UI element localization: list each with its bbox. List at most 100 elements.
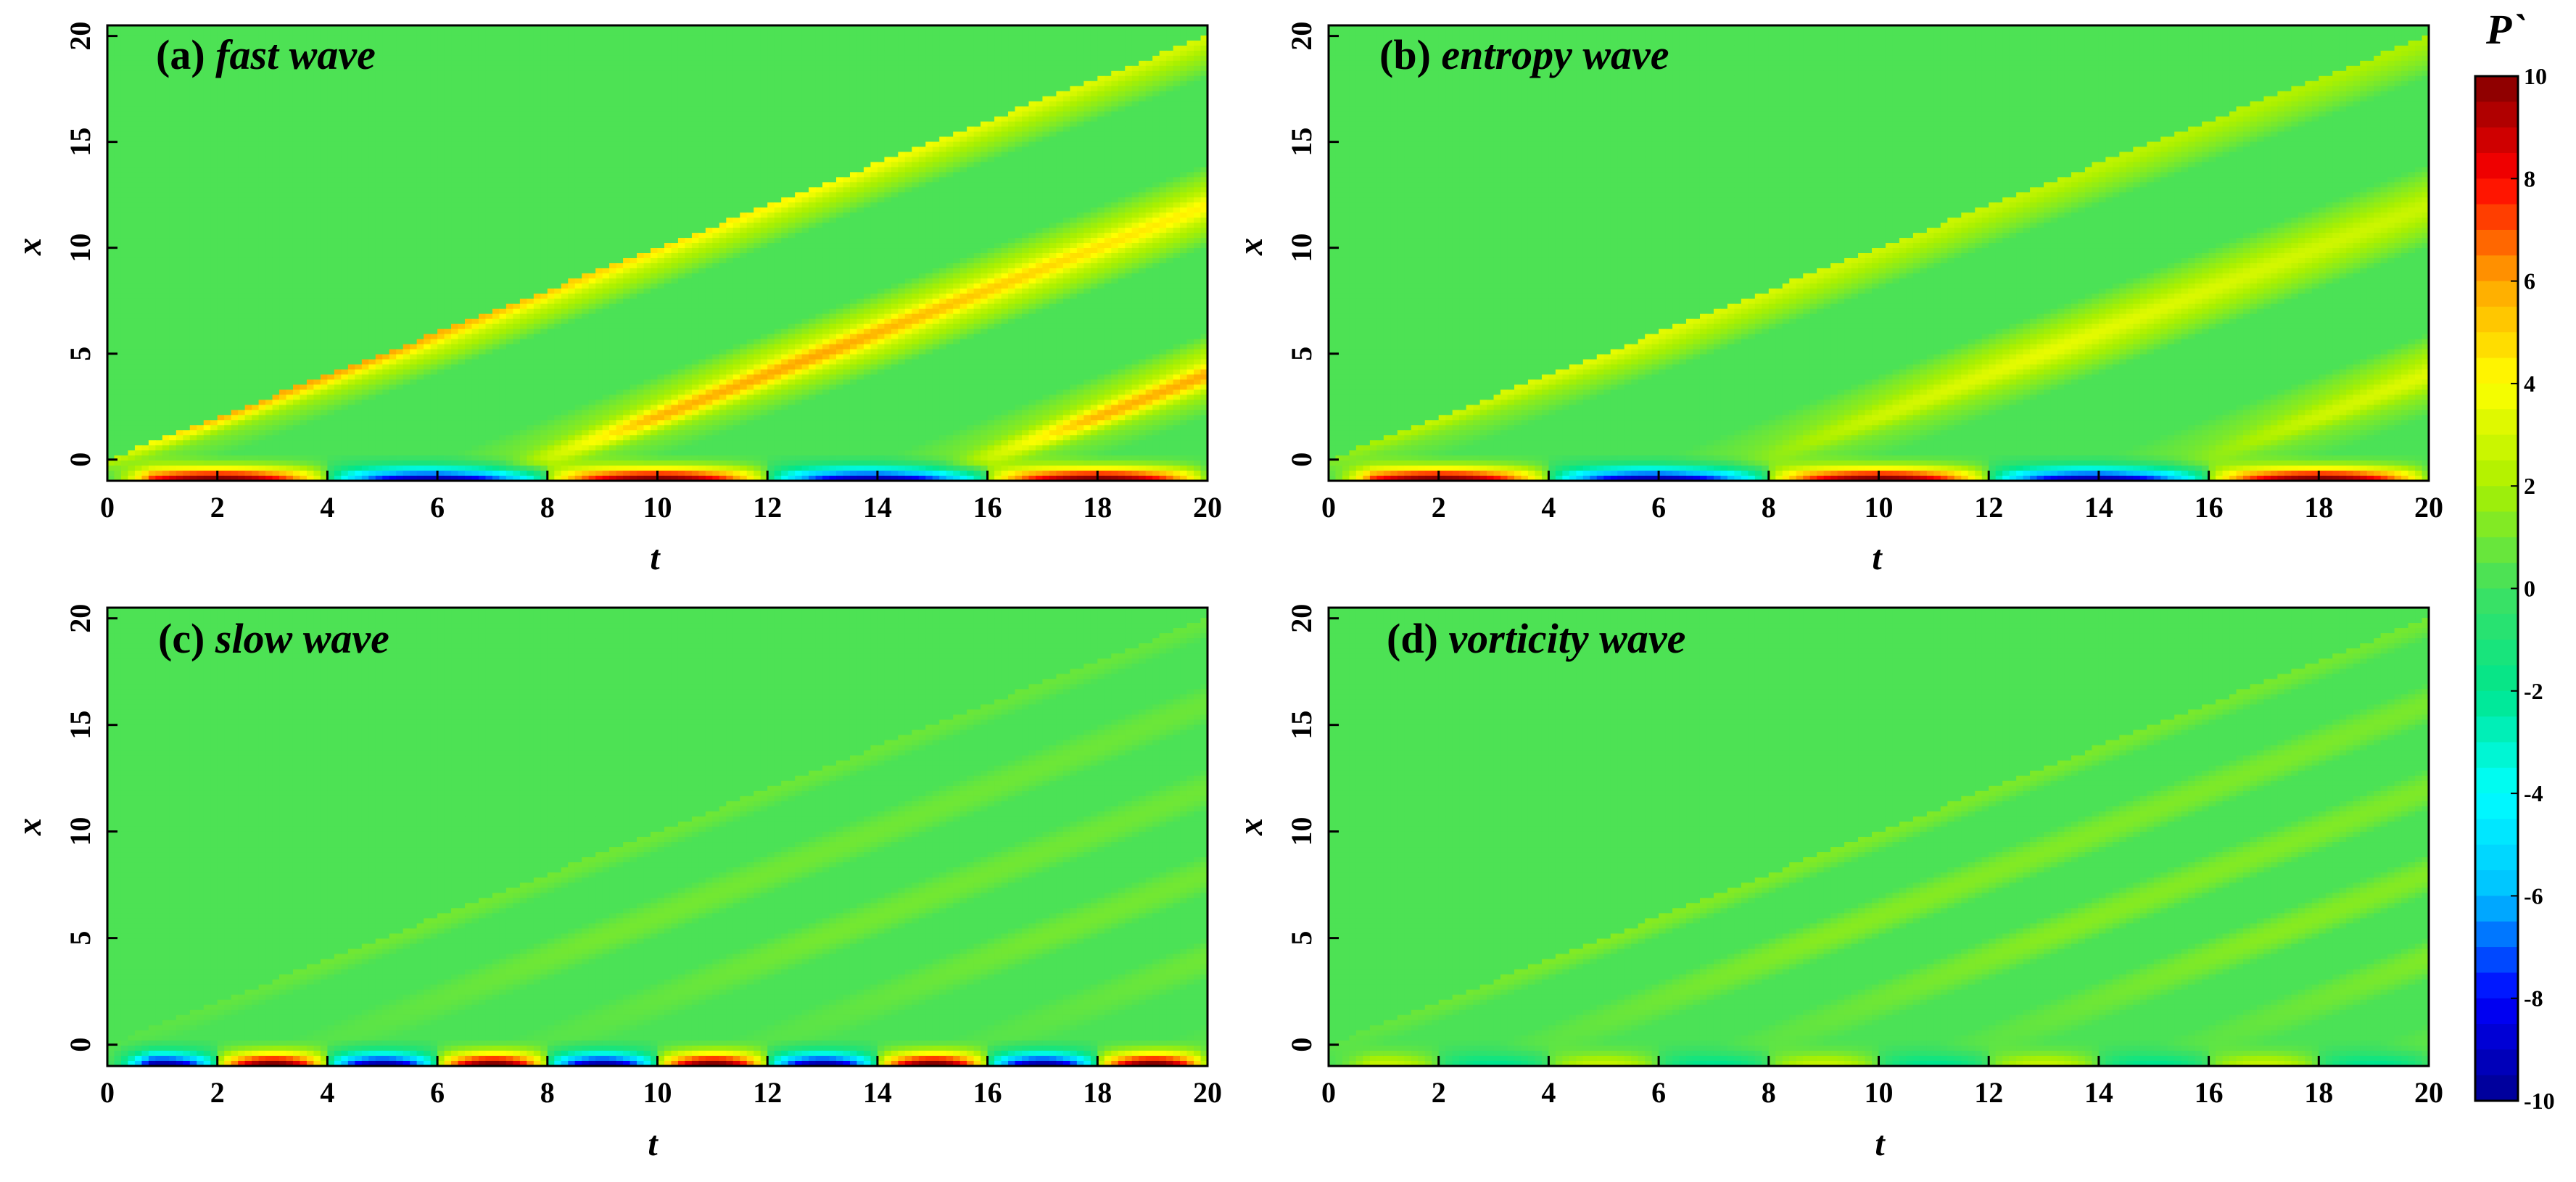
- heatmap-cell: [630, 30, 637, 36]
- heatmap-cell: [795, 36, 802, 41]
- heatmap-cell: [485, 36, 492, 41]
- heatmap-cell: [864, 30, 871, 36]
- heatmap-cell: [967, 36, 974, 41]
- heatmap-cell: [692, 30, 699, 36]
- heatmap-cell: [870, 41, 878, 46]
- heatmap-cell: [747, 41, 754, 46]
- heatmap-cell: [912, 41, 919, 46]
- heatmap-cell: [1056, 36, 1063, 41]
- heatmap-cell: [1008, 36, 1015, 41]
- heatmap-cell: [1091, 30, 1098, 36]
- heatmap-cell: [884, 30, 891, 36]
- heatmap-cell: [389, 36, 397, 41]
- heatmap-cell: [919, 36, 926, 41]
- heatmap-cell: [1036, 30, 1043, 36]
- heatmap-cell: [706, 30, 713, 36]
- heatmap-cell: [561, 30, 569, 36]
- heatmap-cell: [431, 30, 438, 36]
- heatmap-cell: [747, 36, 754, 41]
- heatmap-cell: [128, 46, 135, 51]
- heatmap-cell: [775, 36, 782, 41]
- heatmap-cell: [912, 36, 919, 41]
- heatmap-cell: [850, 41, 857, 46]
- heatmap-cell: [1194, 36, 1201, 41]
- heatmap-cell: [1180, 36, 1187, 41]
- heatmap-cell: [603, 41, 610, 46]
- heatmap-cell: [437, 30, 445, 36]
- heatmap-cell: [382, 30, 389, 36]
- heatmap-cell: [664, 36, 672, 41]
- heatmap-cell: [870, 36, 878, 41]
- heatmap-cell: [933, 36, 940, 41]
- heatmap-cell: [856, 41, 864, 46]
- heatmap-cell: [1083, 30, 1091, 36]
- heatmap-cell: [424, 30, 431, 36]
- heatmap-cell: [1049, 30, 1057, 36]
- heatmap-cell: [149, 41, 156, 46]
- heatmap-cell: [499, 36, 506, 41]
- heatmap-cell: [836, 36, 843, 41]
- heatmap-cell: [128, 36, 135, 41]
- heatmap-cell: [410, 30, 417, 36]
- heatmap-cell: [575, 30, 582, 36]
- heatmap-cell: [575, 41, 582, 46]
- heatmap-cell: [685, 30, 692, 36]
- heatmap-cell: [898, 30, 905, 36]
- heatmap-cell: [698, 36, 706, 41]
- heatmap-cell: [767, 36, 775, 41]
- heatmap-cell: [1091, 36, 1098, 41]
- heatmap-cell: [967, 41, 974, 46]
- heatmap-cell: [767, 41, 775, 46]
- heatmap-cell: [830, 30, 837, 36]
- heatmap-cell: [554, 41, 561, 46]
- heatmap-cell: [623, 41, 630, 46]
- heatmap-cell: [809, 36, 816, 41]
- heatmap-cell: [589, 36, 596, 41]
- heatmap-cell: [1146, 36, 1153, 41]
- heatmap-cell: [994, 36, 1002, 41]
- heatmap-cell: [389, 30, 397, 36]
- heatmap-cell: [1132, 30, 1139, 36]
- heatmap-cell: [1056, 41, 1063, 46]
- heatmap-cell: [974, 36, 981, 41]
- heatmap-cell: [864, 41, 871, 46]
- heatmap-cell: [141, 30, 149, 36]
- heatmap-cell: [692, 36, 699, 41]
- heatmap-cell: [898, 36, 905, 41]
- heatmap-cell: [548, 36, 555, 41]
- heatmap-cell: [843, 41, 850, 46]
- heatmap-cell: [1152, 30, 1160, 36]
- heatmap-cell: [754, 41, 761, 46]
- heatmap-cell: [1160, 36, 1167, 41]
- heatmap-cell: [1132, 41, 1139, 46]
- heatmap-cell: [761, 41, 768, 46]
- heatmap-cell: [595, 41, 603, 46]
- heatmap-cell: [548, 30, 555, 36]
- heatmap-cell: [781, 36, 788, 41]
- heatmap-cell: [671, 36, 678, 41]
- heatmap-cell: [1036, 41, 1043, 46]
- heatmap-cell: [891, 30, 899, 36]
- heatmap-cell: [1028, 41, 1036, 46]
- heatmap-cell: [698, 41, 706, 46]
- heatmap-cell: [1063, 36, 1070, 41]
- heatmap-cell: [616, 41, 624, 46]
- heatmap-cell: [437, 36, 445, 41]
- heatmap-cell: [499, 41, 506, 46]
- heatmap-cell: [1097, 36, 1105, 41]
- heatmap-cell: [520, 41, 527, 46]
- heatmap-cell: [437, 41, 445, 46]
- heatmap-cell: [1022, 30, 1029, 36]
- heatmap-cell: [1166, 30, 1173, 36]
- heatmap-cell: [595, 36, 603, 41]
- heatmap-cell: [403, 30, 410, 36]
- heatmap-cell: [499, 30, 506, 36]
- heatmap-cell: [1028, 30, 1036, 36]
- heatmap-cell: [1077, 36, 1084, 41]
- heatmap-cell: [128, 30, 135, 36]
- heatmap-cell: [939, 30, 946, 36]
- heatmap-cell: [1146, 41, 1153, 46]
- heatmap-cell: [864, 36, 871, 41]
- heatmap-cell: [1042, 36, 1049, 41]
- heatmap-cell: [141, 41, 149, 46]
